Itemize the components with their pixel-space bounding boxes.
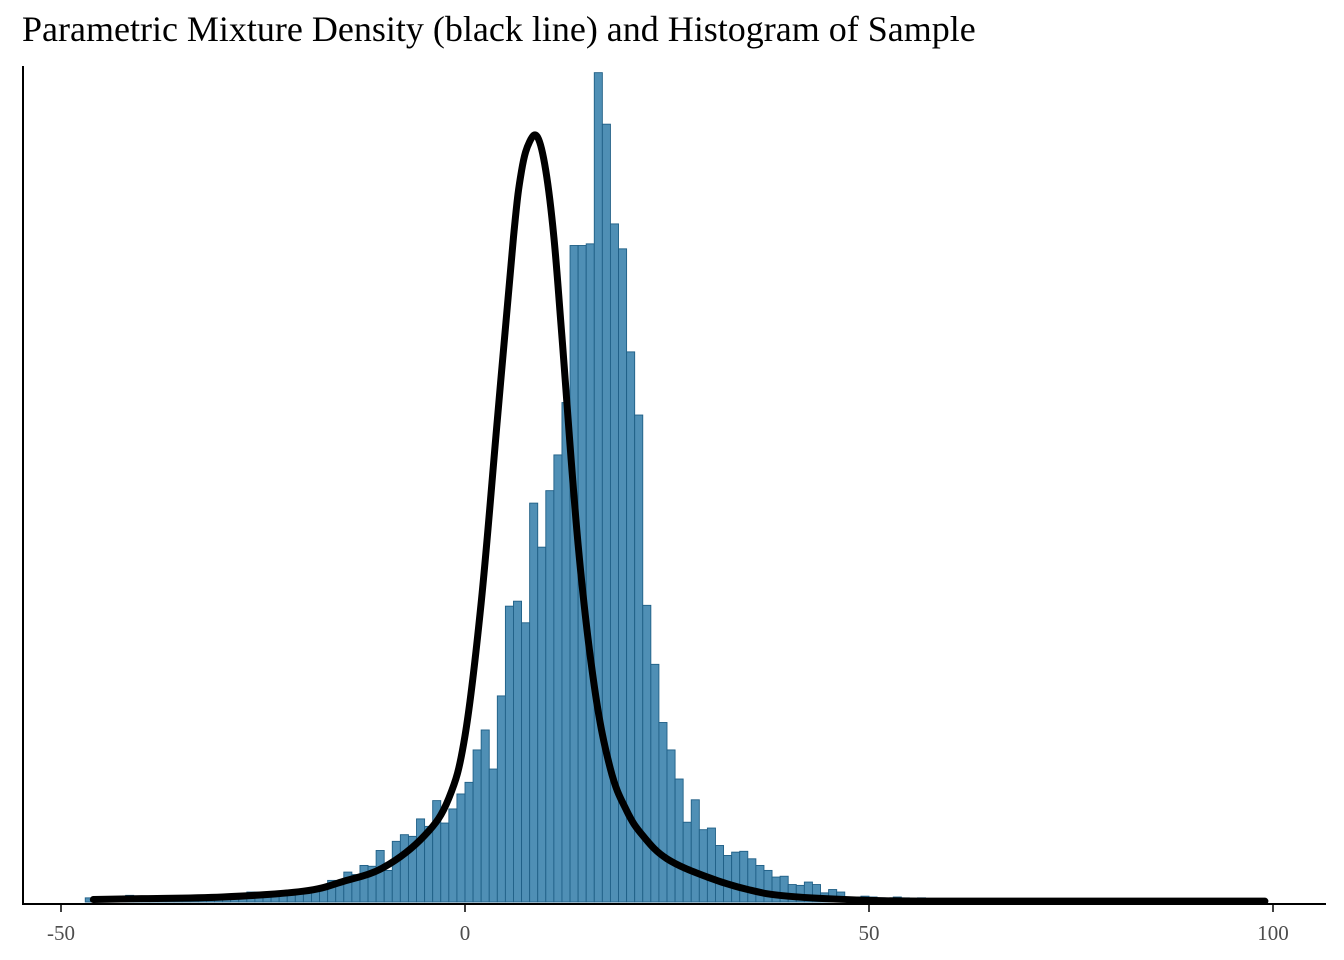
histogram-bar	[456, 793, 466, 903]
histogram-bar	[747, 858, 757, 903]
chart-title: Parametric Mixture Density (black line) …	[22, 9, 976, 49]
histogram-bar	[723, 855, 733, 903]
histogram-bar	[335, 884, 345, 903]
histogram-bar	[698, 829, 708, 903]
x-axis-ticks: -50 0 50 100	[47, 905, 1289, 945]
histogram-bar	[569, 245, 579, 903]
histogram-bar	[650, 663, 660, 903]
histogram-bar	[391, 840, 401, 903]
histogram-bar	[416, 818, 426, 903]
histogram-bar	[706, 827, 716, 903]
x-tick-label: 50	[859, 921, 880, 945]
histogram-bar	[529, 502, 539, 903]
histogram-bar	[472, 749, 482, 903]
histogram-bar	[755, 864, 765, 903]
x-tick-label: 0	[460, 921, 471, 945]
x-tick-label: -50	[47, 921, 75, 945]
histogram-bar	[521, 622, 531, 903]
histogram-bar	[464, 781, 474, 903]
histogram-bar	[513, 600, 523, 903]
histogram-bar	[601, 123, 611, 903]
histogram-bar	[561, 402, 571, 903]
histogram-bar	[399, 834, 409, 903]
x-tick-label: 100	[1257, 921, 1289, 945]
histogram-bar	[682, 821, 692, 903]
histogram-bar	[537, 546, 547, 903]
histogram-bar	[674, 778, 684, 903]
histogram-bar	[553, 454, 563, 903]
histogram-bar	[383, 869, 393, 903]
histogram-bar	[593, 72, 603, 903]
histogram-bar	[496, 695, 506, 903]
histogram-bar	[739, 850, 749, 903]
histogram-bar	[448, 808, 458, 903]
histogram-bar	[545, 490, 555, 903]
histogram-bar	[585, 243, 595, 903]
histogram-bar	[666, 749, 676, 903]
histogram-bar	[715, 845, 725, 903]
histogram-bar	[642, 604, 652, 903]
histogram-bar	[480, 729, 490, 903]
histogram-bar	[375, 850, 385, 903]
histogram-bar	[440, 822, 450, 903]
histogram-bar	[731, 851, 741, 903]
histogram-bars	[84, 72, 1266, 903]
histogram-bar	[658, 722, 668, 903]
histogram-bar	[609, 223, 619, 903]
density-curve	[89, 131, 1269, 905]
histogram-bar	[488, 768, 498, 903]
histogram-bar	[504, 605, 514, 903]
histogram-bar	[690, 799, 700, 903]
